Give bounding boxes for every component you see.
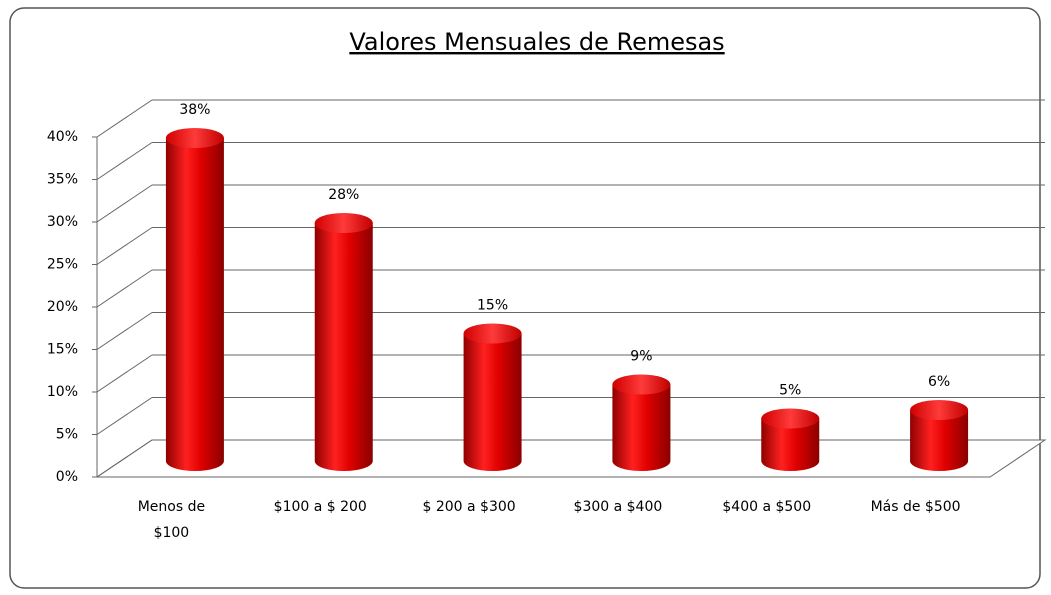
bar-top [761, 408, 820, 429]
grid-line [96, 354, 153, 393]
bar [463, 333, 522, 471]
grid-line [96, 99, 153, 138]
bar-top [463, 323, 522, 344]
x-tick-label: $300 a $400 [573, 499, 663, 515]
y-tick-label: 35% [47, 172, 78, 188]
data-label: 28% [328, 187, 359, 203]
bar-top [910, 400, 969, 420]
floor [95, 439, 1047, 478]
x-tick-label: Menos de $100 [137, 499, 206, 541]
data-label: 6% [928, 374, 950, 390]
y-tick-label: 15% [47, 342, 78, 358]
grid-line [96, 397, 153, 435]
x-tick-label: Más de $500 [870, 499, 961, 515]
bar-top [165, 128, 224, 148]
grid-line [96, 227, 153, 265]
grid-line [96, 439, 153, 478]
data-label: 38% [179, 102, 210, 118]
chart-title: Valores Mensuales de Remesas [349, 28, 724, 56]
y-tick-label: 10% [47, 384, 78, 400]
data-label: 5% [779, 383, 801, 399]
data-label: 9% [630, 349, 652, 365]
y-tick-label: 5% [56, 427, 78, 443]
y-tick-label: 0% [56, 469, 78, 485]
x-tick-label: $100 a $ 200 [273, 499, 367, 515]
grid-line [96, 269, 153, 308]
grid-line [96, 142, 153, 180]
bar [910, 410, 969, 472]
grid-line [96, 312, 153, 350]
bar [314, 223, 373, 472]
grid-line [96, 184, 153, 223]
bar [612, 384, 671, 472]
bar-top [314, 213, 373, 233]
y-tick-label: 20% [47, 299, 78, 315]
bar-top [612, 374, 671, 395]
y-tick-label: 30% [47, 214, 78, 230]
bar [165, 138, 224, 472]
y-tick-label: 25% [47, 257, 78, 273]
x-tick-label: $400 a $500 [722, 499, 812, 515]
y-tick-label: 40% [47, 129, 78, 145]
data-label: 15% [477, 298, 508, 314]
x-tick-label: $ 200 a $300 [422, 499, 516, 515]
bar [761, 418, 820, 472]
